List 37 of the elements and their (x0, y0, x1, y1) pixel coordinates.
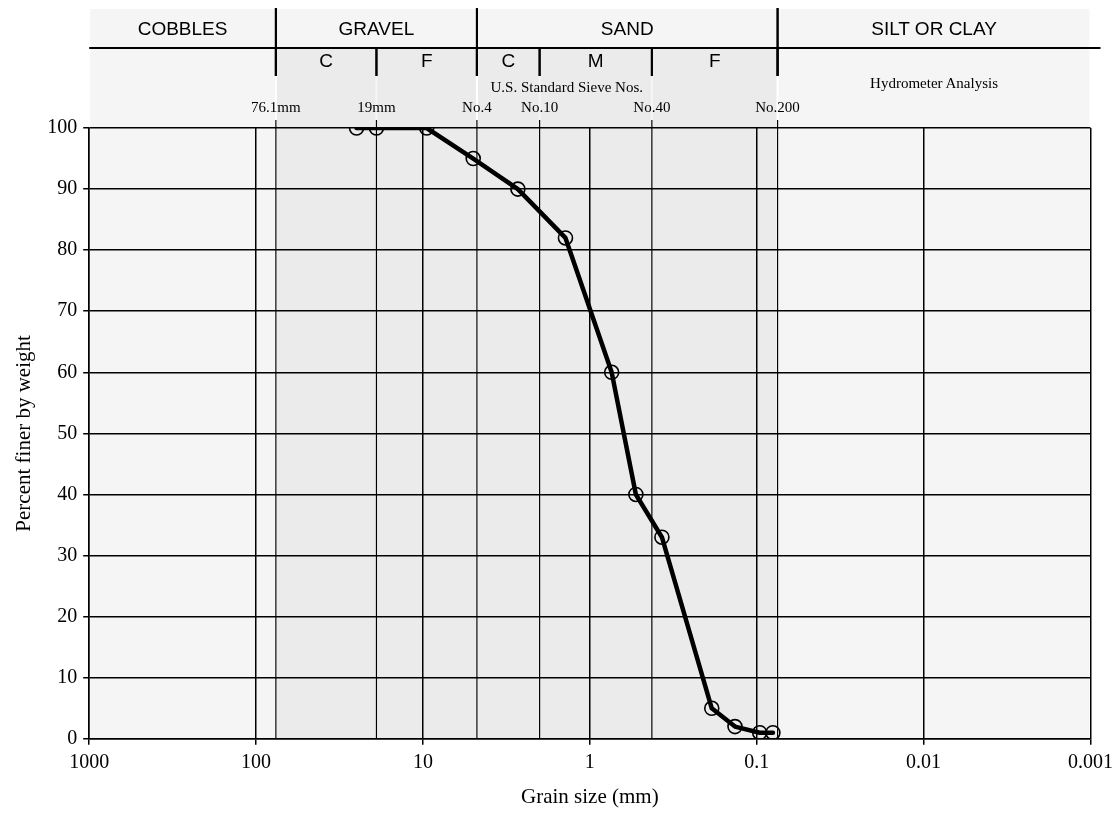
band-label: SILT OR CLAY (871, 18, 998, 40)
band-label: C (319, 50, 334, 72)
y-tick-label: 80 (57, 237, 78, 260)
ref-line-label: No.10 (521, 98, 559, 115)
band-label: F (420, 50, 433, 72)
x-axis-title: Grain size (mm) (521, 783, 659, 808)
band-label: M (587, 50, 604, 72)
text: Hydrometer Analysis (870, 74, 999, 91)
x-tick-label: 100 (241, 750, 272, 773)
y-tick-label: 60 (57, 359, 78, 382)
band-label: F (708, 50, 721, 72)
band-label: SAND (600, 18, 654, 40)
y-tick-label: 0 (67, 726, 78, 749)
y-tick-label: 90 (57, 176, 78, 199)
y-tick-label: 40 (57, 481, 78, 504)
x-tick-label: 1000 (69, 750, 110, 773)
ref-line-label: No.200 (755, 98, 800, 115)
y-axis-title: Percent finer by weight (11, 334, 36, 532)
ref-line-label: No.40 (633, 98, 671, 115)
x-tick-label: 0.1 (744, 750, 770, 773)
y-tick-label: 10 (57, 664, 78, 687)
ref-line-label: 19mm (357, 98, 396, 115)
y-tick-label: 30 (57, 542, 78, 565)
text: U.S. Standard Sieve Nos. (490, 78, 643, 95)
x-tick-label: 1 (584, 750, 595, 773)
y-tick-label: 100 (47, 115, 78, 138)
band-label: GRAVEL (338, 18, 415, 40)
y-tick-label: 70 (57, 298, 78, 321)
x-tick-label: 0.001 (1068, 750, 1113, 773)
band-label: C (501, 50, 516, 72)
ref-line-label: No.4 (462, 98, 493, 115)
ref-line-label: 76.1mm (251, 98, 301, 115)
y-tick-label: 20 (57, 603, 78, 626)
y-tick-label: 50 (57, 420, 78, 443)
x-tick-label: 10 (412, 750, 433, 773)
band-label: COBBLES (137, 18, 228, 40)
x-tick-label: 0.01 (906, 750, 942, 773)
